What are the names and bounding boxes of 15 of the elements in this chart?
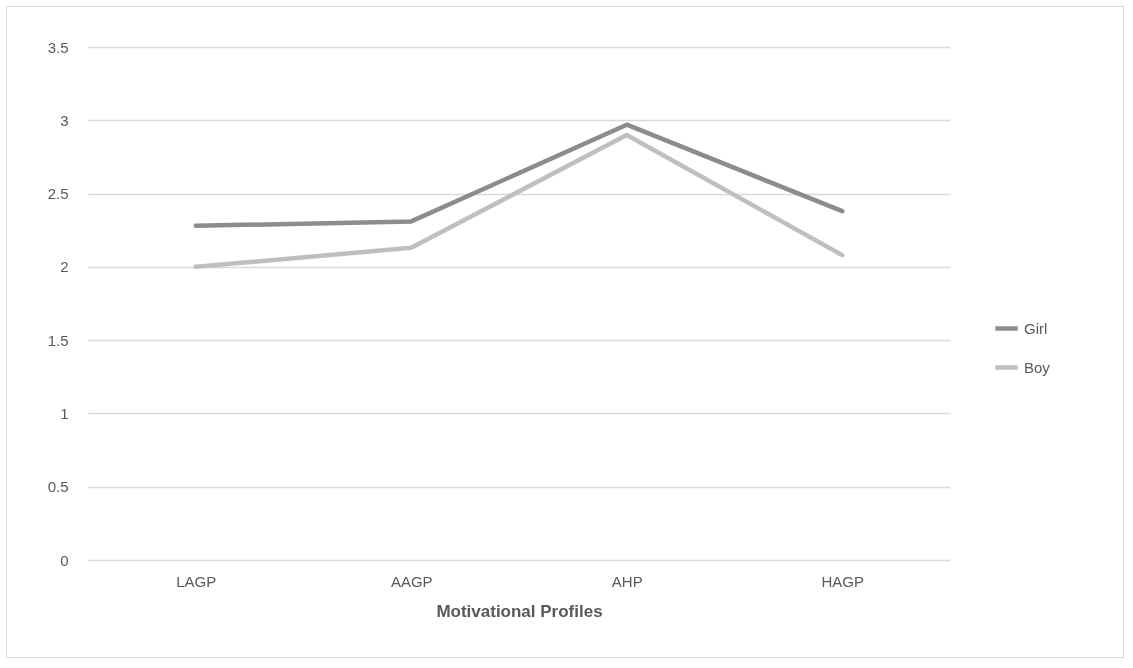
x-tick-label: HAGP bbox=[821, 572, 865, 590]
x-tick-label: AHP bbox=[611, 572, 643, 590]
y-tick-label: 1.5 bbox=[47, 331, 69, 349]
y-tick-label: 3.5 bbox=[47, 38, 69, 56]
x-tick-label: LAGP bbox=[176, 572, 217, 590]
y-tick-label: 2 bbox=[60, 258, 69, 276]
y-tick-label: 0.5 bbox=[47, 478, 69, 496]
x-tick-label: AAGP bbox=[390, 572, 433, 590]
legend-label: Boy bbox=[1024, 358, 1051, 376]
x-axis-title: Motivational Profiles bbox=[436, 601, 603, 621]
y-tick-label: 2.5 bbox=[47, 185, 69, 203]
y-tick-label: 3 bbox=[60, 111, 69, 129]
y-tick-label: 0 bbox=[60, 551, 69, 569]
legend-label: Girl bbox=[1024, 319, 1048, 337]
y-tick-label: 1 bbox=[60, 404, 69, 422]
